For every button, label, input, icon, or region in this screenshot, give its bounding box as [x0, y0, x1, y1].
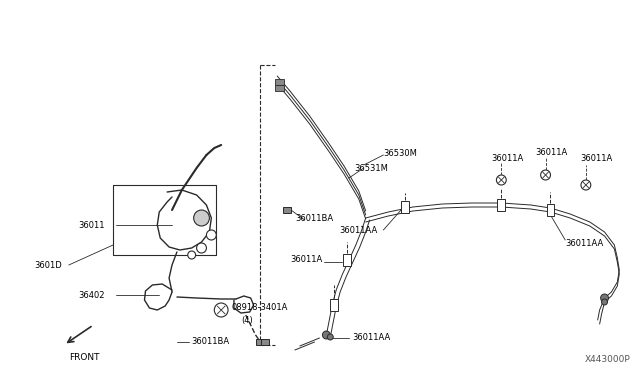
Text: 36011AA: 36011AA	[352, 334, 390, 343]
Circle shape	[207, 230, 216, 240]
Circle shape	[188, 251, 196, 259]
Text: X443000P: X443000P	[585, 356, 630, 365]
Text: 36011BA: 36011BA	[295, 214, 333, 222]
Bar	[343, 254, 351, 266]
Text: 36011AA: 36011AA	[565, 238, 604, 247]
Text: (4): (4)	[241, 315, 253, 324]
Circle shape	[600, 294, 609, 302]
Bar	[275, 79, 284, 85]
Text: 3601D: 3601D	[35, 260, 62, 269]
Circle shape	[214, 303, 228, 317]
Bar	[330, 299, 338, 311]
Bar	[262, 339, 269, 345]
Circle shape	[602, 299, 607, 305]
Text: FRONT: FRONT	[69, 353, 99, 362]
Text: 36011A: 36011A	[492, 154, 524, 163]
Circle shape	[196, 243, 207, 253]
Text: 36011AA: 36011AA	[339, 225, 378, 234]
Text: 36402: 36402	[79, 291, 105, 299]
Text: 36011BA: 36011BA	[192, 337, 230, 346]
Circle shape	[323, 331, 330, 339]
Circle shape	[581, 180, 591, 190]
Circle shape	[327, 334, 333, 340]
Bar	[275, 85, 284, 91]
Text: 36011A: 36011A	[290, 256, 322, 264]
Circle shape	[497, 175, 506, 185]
Bar	[255, 339, 266, 345]
Bar	[283, 207, 291, 213]
Text: 36011A: 36011A	[580, 154, 612, 163]
Bar	[401, 201, 409, 213]
Circle shape	[541, 170, 550, 180]
Text: 36011A: 36011A	[536, 148, 568, 157]
Bar	[547, 204, 554, 216]
Text: 36011: 36011	[79, 221, 105, 230]
Bar	[497, 199, 505, 211]
Text: 36530M: 36530M	[383, 148, 417, 157]
Circle shape	[194, 210, 209, 226]
Text: 36531M: 36531M	[354, 164, 388, 173]
Text: 08918-3401A: 08918-3401A	[231, 304, 287, 312]
